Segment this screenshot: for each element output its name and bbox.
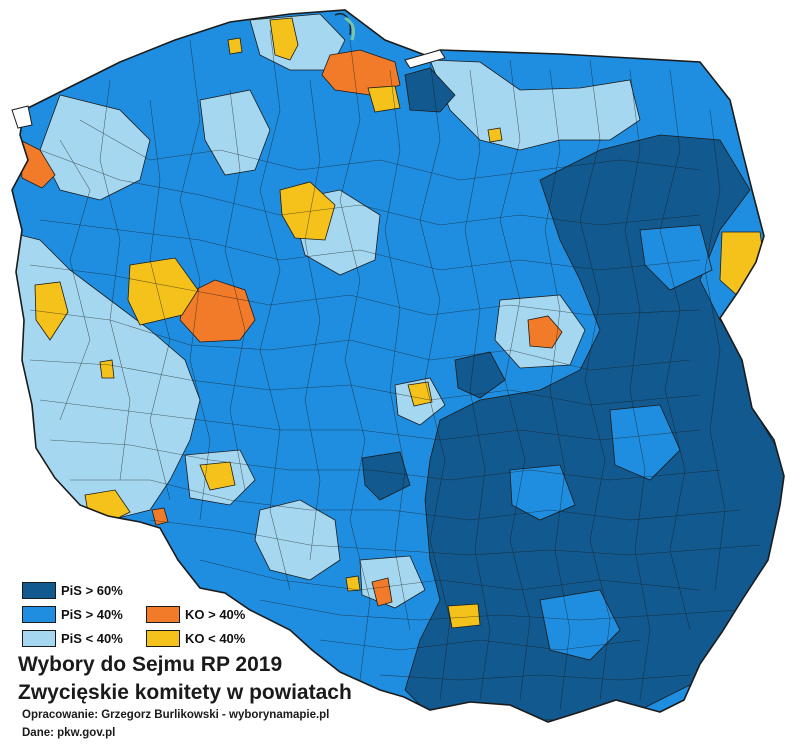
region-rzeszow-blue [539, 589, 621, 661]
region-gorzow-yellow [34, 281, 69, 341]
region-koszalin-yellow [269, 17, 299, 61]
szczecin-lagoon [11, 105, 33, 129]
puck-bay [344, 16, 356, 41]
region-lodz-yellow [407, 381, 433, 407]
legend-label: KO > 40% [185, 607, 246, 622]
region-wroclaw-yellow [199, 461, 236, 491]
region-olsztyn-yellow [487, 127, 503, 143]
map-subtitle: Zwycięskie komitety w powiatach [18, 681, 352, 704]
legend-swatch [22, 582, 56, 599]
region-kielce-darkblue [361, 451, 411, 501]
county-borders [29, 29, 761, 711]
legend-label: PiS < 40% [61, 631, 123, 646]
data-source: Dane: pkw.gov.pl [22, 727, 116, 739]
legend-label: PiS > 60% [61, 583, 123, 598]
legend-swatch [22, 606, 56, 623]
region-pila-yellow [127, 257, 199, 326]
region-lublin-blue [609, 404, 681, 481]
legend-swatch [146, 630, 180, 647]
region-radom-blue [509, 464, 576, 521]
vistula-lagoon [404, 49, 446, 69]
region-sopot-yellow [367, 85, 401, 113]
region-warszawa-orange [527, 315, 563, 349]
legend-item-ko-lt40: KO < 40% [146, 630, 245, 647]
legend-item-pis-lt40: PiS < 40% [22, 630, 123, 647]
author-credit: Opracowanie: Grzegorz Burlikowski - wybo… [22, 709, 330, 721]
map-title: Wybory do Sejmu RP 2019 [18, 653, 283, 676]
legend-label: PiS > 40% [61, 607, 123, 622]
legend-swatch [22, 630, 56, 647]
region-pomerania-lightblue [199, 89, 271, 176]
region-warmia-darkblue [404, 67, 456, 113]
region-slupsk-yellow [227, 37, 243, 55]
region-katowice-orange [371, 577, 393, 607]
legend-label: KO < 40% [185, 631, 246, 646]
region-leszno-yellow [99, 359, 115, 379]
legend-item-ko-40: KO > 40% [146, 606, 245, 623]
region-bialystok-lightblue [639, 224, 713, 291]
legend-item-pis-40: PiS > 40% [22, 606, 123, 623]
region-tarnow-yellow [447, 603, 481, 629]
region-silesia-lightblue [254, 499, 341, 581]
map-legend: PiS > 60% PiS > 40% KO > 40% PiS < 40% K… [22, 582, 282, 652]
legend-item-pis-60: PiS > 60% [22, 582, 123, 599]
legend-swatch [146, 606, 180, 623]
